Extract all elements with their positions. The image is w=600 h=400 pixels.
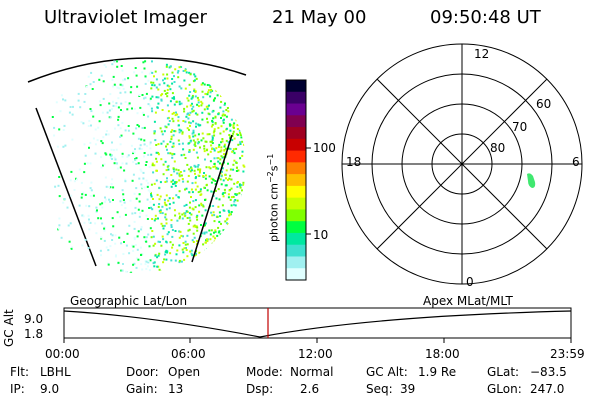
polar-label-18: 18 xyxy=(346,155,362,169)
polar-label-lat-60: 60 xyxy=(536,97,552,111)
ip-label: IP: xyxy=(10,382,25,396)
observation-time: 09:50:48 UT xyxy=(430,7,541,28)
colorbar-cell xyxy=(286,256,306,269)
gc-alt-value: 1.9 Re xyxy=(418,365,457,379)
altitude-curve xyxy=(63,310,572,338)
colorbar-cell xyxy=(286,221,306,234)
timeline-left-title: Geographic Lat/Lon xyxy=(70,294,188,308)
colorbar-cell xyxy=(286,209,306,222)
colorbar-cell xyxy=(286,174,306,187)
alt-tick-bottom: 1.8 xyxy=(24,327,44,341)
colorbar-cell xyxy=(286,185,306,199)
colorbar-cell xyxy=(286,162,306,175)
glon-label: GLon: xyxy=(487,382,522,396)
gain-value: 13 xyxy=(168,382,184,396)
time-tick-2359: 23:59 xyxy=(550,347,585,361)
seq-value: 39 xyxy=(400,382,416,396)
dsp-label: Dsp: xyxy=(246,382,274,396)
colorbar-cell xyxy=(286,80,306,93)
gain-label: Gain: xyxy=(126,382,158,396)
colorbar-cell xyxy=(286,115,306,128)
terminator-line-right xyxy=(191,134,233,263)
altitude-timeline xyxy=(63,307,572,343)
colorbar-cell xyxy=(286,127,306,140)
colorbar-cell xyxy=(286,103,306,116)
colorbar xyxy=(285,79,311,281)
glat-value: −83.5 xyxy=(530,365,567,379)
mode-value: Normal xyxy=(290,365,334,379)
alt-tick-top: 9.0 xyxy=(24,312,44,326)
polar-label-lat-70: 70 xyxy=(512,120,528,134)
dsp-value: 2.6 xyxy=(300,382,320,396)
colorbar-cell xyxy=(286,268,306,281)
glon-value: 247.0 xyxy=(530,382,565,396)
colorbar-cell xyxy=(286,150,306,163)
polar-label-0: 0 xyxy=(466,275,474,289)
auroral-blob xyxy=(527,173,536,188)
door-value: Open xyxy=(168,365,201,379)
polar-plot xyxy=(341,43,583,285)
time-tick-1200: 12:00 xyxy=(298,347,333,361)
glat-label: GLat: xyxy=(487,365,520,379)
colorbar-label-100: 100 xyxy=(313,141,336,155)
colorbar-cell xyxy=(286,197,306,211)
timeline-right-title: Apex MLat/MLT xyxy=(423,294,513,308)
gc-alt-label: GC Alt: xyxy=(366,365,408,379)
polar-label-lat-80: 80 xyxy=(490,141,506,155)
colorbar-label-10: 10 xyxy=(313,228,329,242)
instrument-title: Ultraviolet Imager xyxy=(44,7,207,28)
time-tick-0600: 06:00 xyxy=(171,347,206,361)
door-label: Door: xyxy=(126,365,159,379)
colorbar-unit-label: photon cm−2s−1 xyxy=(266,153,281,242)
polar-diagonal-2 xyxy=(376,78,548,250)
seq-label: Seq: xyxy=(366,382,393,396)
filter-value: LBHL xyxy=(40,365,71,379)
colorbar-cell xyxy=(286,91,306,105)
emission-speckle xyxy=(51,60,246,273)
polar-label-12: 12 xyxy=(474,47,490,61)
time-tick-1800: 18:00 xyxy=(425,347,460,361)
limb-arc xyxy=(27,57,247,83)
polar-label-6: 6 xyxy=(572,155,580,169)
observation-date: 21 May 00 xyxy=(272,7,367,28)
timeline-frame xyxy=(63,307,572,339)
timeline-axis-label: GC Alt xyxy=(2,309,16,347)
auroral-image xyxy=(27,57,247,273)
ip-value: 9.0 xyxy=(40,382,60,396)
mode-label: Mode: xyxy=(246,365,283,379)
terminator-line-left xyxy=(35,107,97,267)
colorbar-cell xyxy=(286,232,306,246)
time-tick-0000: 00:00 xyxy=(45,347,80,361)
filter-label: Flt: xyxy=(10,365,29,379)
colorbar-cell xyxy=(286,244,306,258)
colorbar-cell xyxy=(286,138,306,152)
